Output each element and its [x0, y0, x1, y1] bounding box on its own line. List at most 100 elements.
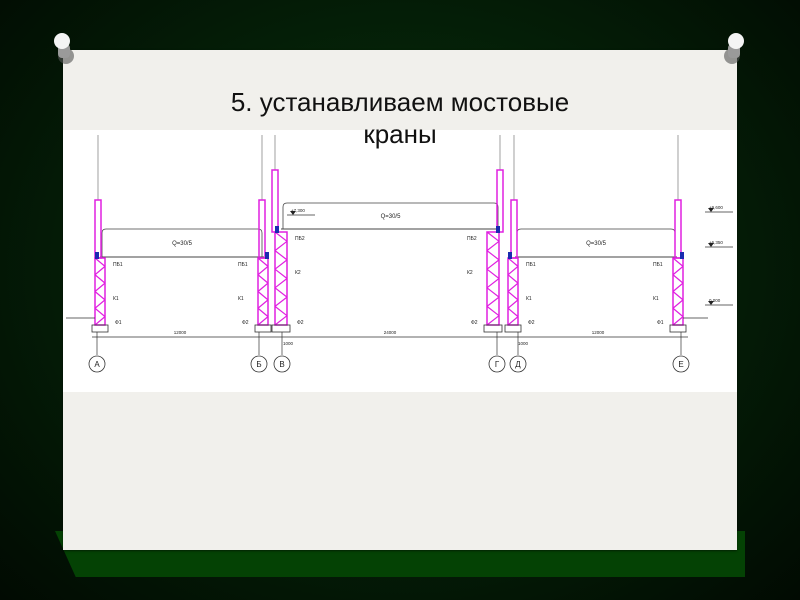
lattice-brace [507, 274, 519, 284]
elevation-label: +7,300 [291, 208, 305, 213]
lattice-brace [274, 250, 288, 261]
lattice-brace [94, 307, 106, 318]
lattice-brace [274, 268, 288, 279]
grid-axis-marker [88, 355, 106, 373]
grid-axis-marker [488, 355, 506, 373]
foundation-label: Ф2 [297, 320, 304, 326]
lattice-brace [672, 257, 684, 267]
column-label: К1 [238, 296, 244, 302]
lattice-brace [486, 305, 500, 317]
lattice-brace [672, 265, 684, 276]
foundation-label: Ф1 [115, 320, 122, 326]
foundation-label: Ф2 [242, 320, 249, 326]
lattice-brace [672, 299, 684, 309]
lattice-brace [486, 296, 500, 307]
foundation-label: Ф2 [528, 320, 535, 326]
lattice-brace [257, 282, 269, 292]
crane-beam-section [265, 252, 269, 259]
title-line-2: краны [363, 119, 437, 149]
lattice-brace [486, 287, 500, 298]
crane-beam-label: ПБ2 [467, 236, 477, 242]
elevation-marker-icon [290, 211, 296, 215]
crane-capacity-label: Q=30/5 [586, 241, 607, 247]
lattice-brace [672, 307, 684, 318]
crane-outline [101, 228, 263, 257]
lattice-brace [486, 268, 500, 279]
lattice-brace [672, 274, 684, 284]
drawing-background [63, 130, 737, 392]
grid-axis-marker [250, 355, 268, 373]
lattice-brace [257, 291, 269, 301]
crane-beam-label: ПБ2 [295, 236, 305, 242]
crane-capacity-label: Q=30/5 [381, 214, 402, 220]
column-label: К1 [653, 296, 659, 302]
foundation [271, 324, 291, 333]
crane-beam-section [95, 252, 99, 259]
crane-beam-label: ПБ1 [238, 262, 248, 268]
lattice-brace [274, 315, 288, 326]
lattice-brace [94, 299, 106, 309]
lattice-brace [274, 287, 288, 298]
column-label: К2 [295, 270, 301, 276]
title-line-1: 5. устанавливаем мостовые [230, 87, 570, 117]
crane-beam-section [496, 226, 500, 233]
crane-beam-section [680, 252, 684, 259]
lattice-brace [274, 278, 288, 289]
lattice-brace [274, 259, 288, 270]
grid-axis-label: Е [678, 360, 683, 369]
lattice-brace [672, 316, 684, 326]
grid-axis-label: Д [515, 360, 521, 369]
foundation [254, 324, 272, 333]
lattice-brace [274, 296, 288, 307]
elevation-label: +9,600 [709, 205, 723, 210]
crane-beam-section [275, 226, 279, 233]
lattice-brace [94, 316, 106, 326]
crane-beam-label: ПБ1 [113, 262, 123, 268]
elevation-label: 0,000 [709, 298, 721, 303]
offset-dimension: 1000 [283, 341, 294, 346]
lattice-brace [486, 250, 500, 261]
span-dimension: 12000 [592, 330, 605, 335]
lattice-brace [486, 278, 500, 289]
grid-axis-label: В [279, 360, 284, 369]
span-dimension: 12000 [174, 330, 187, 335]
lattice-brace [257, 307, 269, 318]
lattice-brace [507, 291, 519, 301]
lattice-brace [274, 231, 288, 242]
grid-axis-marker [672, 355, 690, 373]
lattice-brace [486, 231, 500, 242]
crane-capacity-label: Q=30/5 [172, 241, 193, 247]
elevation-marker-icon [708, 243, 714, 247]
elevation-marker-icon [708, 208, 714, 212]
grid-axis-label: Г [495, 360, 500, 369]
column-label: К2 [467, 270, 473, 276]
lattice-brace [274, 305, 288, 317]
lattice-brace [672, 291, 684, 301]
lattice-brace [94, 291, 106, 301]
lattice-brace [257, 316, 269, 326]
foundation [91, 324, 109, 333]
foundation-label: Ф1 [657, 320, 664, 326]
grid-axis-marker [509, 355, 527, 373]
lattice-brace [94, 265, 106, 276]
lattice-brace [486, 315, 500, 326]
crane-beam-section [508, 252, 512, 259]
lattice-brace [94, 282, 106, 292]
lattice-brace [257, 274, 269, 284]
lattice-brace [257, 299, 269, 309]
column-label: К1 [113, 296, 119, 302]
foundation [669, 324, 687, 333]
lattice-brace [486, 259, 500, 270]
lattice-brace [274, 240, 288, 252]
elevation-marker-icon [708, 301, 714, 305]
foundation [504, 324, 522, 333]
offset-dimension: 1000 [518, 341, 529, 346]
pushpin-icon [724, 33, 744, 64]
foundation [483, 324, 503, 333]
foundation-label: Ф2 [471, 320, 478, 326]
crane-beam-label: ПБ1 [653, 262, 663, 268]
lattice-brace [507, 299, 519, 309]
span-dimension: 24000 [384, 330, 397, 335]
lattice-brace [507, 282, 519, 292]
